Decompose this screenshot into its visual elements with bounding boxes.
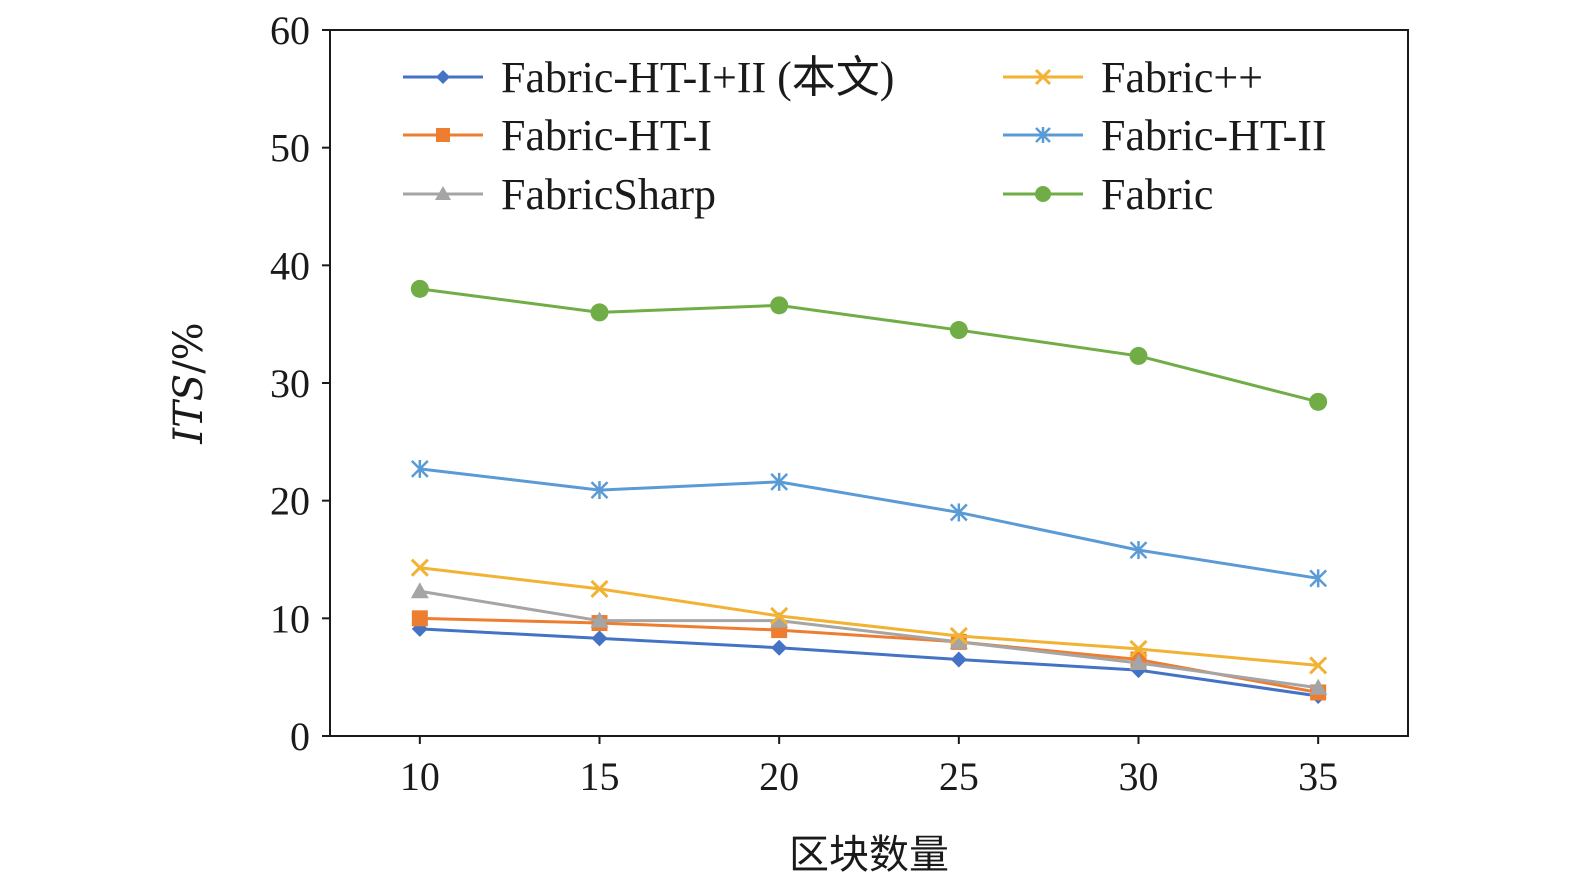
series-0 bbox=[411, 620, 1327, 704]
data-point bbox=[1129, 639, 1148, 658]
legend-label: FabricSharp bbox=[501, 170, 716, 219]
data-point bbox=[410, 582, 429, 599]
data-point bbox=[770, 606, 789, 626]
legend: Fabric-HT-I+II (本文) Fabric-HT-I FabricShar… bbox=[403, 53, 1327, 219]
data-point bbox=[411, 610, 428, 627]
y-axis-title-suffix: /% bbox=[166, 322, 212, 373]
series-line bbox=[419, 616, 1319, 694]
legend-item: Fabric++ bbox=[1003, 53, 1263, 102]
data-point bbox=[410, 459, 429, 478]
legend-label: Fabric++ bbox=[1101, 53, 1263, 102]
y-tick-label: 30 bbox=[270, 361, 310, 406]
data-point bbox=[770, 472, 789, 491]
data-point bbox=[1309, 392, 1328, 411]
series-2 bbox=[410, 582, 1328, 695]
series-line bbox=[419, 627, 1319, 698]
y-axis: 0 10 20 30 40 50 60 bbox=[270, 8, 330, 759]
data-point bbox=[590, 579, 609, 598]
data-point bbox=[949, 626, 968, 646]
data-point bbox=[770, 296, 789, 315]
data-point bbox=[950, 651, 967, 668]
data-point bbox=[590, 611, 609, 628]
data-point bbox=[1309, 678, 1328, 695]
x-axis: 10 15 20 25 30 35 bbox=[400, 736, 1338, 799]
legend-label: Fabric bbox=[1101, 170, 1213, 219]
y-tick-label: 20 bbox=[270, 479, 310, 524]
data-point bbox=[435, 186, 451, 200]
y-tick-label: 60 bbox=[270, 8, 310, 53]
y-tick-label: 10 bbox=[270, 596, 310, 641]
data-point bbox=[436, 128, 450, 142]
legend-label: Fabric-HT-II bbox=[1101, 111, 1327, 160]
x-tick-label: 10 bbox=[400, 754, 440, 799]
data-point bbox=[1034, 68, 1052, 86]
data-point bbox=[1309, 656, 1328, 675]
data-point bbox=[1035, 186, 1051, 202]
data-point bbox=[1129, 654, 1148, 671]
data-point bbox=[591, 630, 608, 647]
data-point bbox=[771, 639, 788, 656]
x-tick-label: 35 bbox=[1298, 754, 1338, 799]
y-tick-label: 0 bbox=[290, 714, 310, 759]
data-point bbox=[436, 70, 450, 84]
y-tick-label: 40 bbox=[270, 243, 310, 288]
legend-label: Fabric-HT-I bbox=[501, 111, 712, 160]
legend-item: Fabric-HT-I bbox=[403, 111, 712, 160]
series-layer bbox=[410, 279, 1328, 704]
x-tick-label: 30 bbox=[1119, 754, 1159, 799]
legend-item: Fabric bbox=[1003, 170, 1213, 219]
x-tick-label: 15 bbox=[580, 754, 620, 799]
series-5 bbox=[410, 279, 1328, 411]
data-point bbox=[1129, 541, 1148, 560]
legend-item: Fabric-HT-II bbox=[1003, 111, 1327, 160]
legend-item: Fabric-HT-I+II (本文) bbox=[403, 53, 894, 102]
legend-item: FabricSharp bbox=[403, 170, 716, 219]
y-axis-title-main: ITS bbox=[166, 374, 212, 445]
series-line bbox=[419, 287, 1319, 404]
data-point bbox=[1309, 569, 1328, 588]
y-tick-label: 50 bbox=[270, 126, 310, 171]
legend-label: Fabric-HT-I+II (本文) bbox=[501, 53, 894, 102]
data-point bbox=[770, 611, 789, 628]
data-point bbox=[1035, 127, 1051, 143]
x-axis-title: 区块数量 bbox=[789, 832, 949, 878]
data-point bbox=[949, 321, 968, 340]
data-point bbox=[1129, 346, 1148, 365]
x-tick-label: 25 bbox=[939, 754, 979, 799]
data-point bbox=[949, 632, 968, 649]
y-axis-title: ITS/% bbox=[166, 322, 212, 444]
data-point bbox=[410, 279, 429, 298]
series-1 bbox=[411, 610, 1327, 701]
series-line bbox=[419, 467, 1319, 580]
data-point bbox=[410, 558, 429, 577]
data-point bbox=[590, 303, 609, 322]
series-line bbox=[419, 566, 1319, 667]
series-3 bbox=[410, 558, 1328, 675]
series-4 bbox=[410, 459, 1328, 588]
series-line bbox=[419, 589, 1319, 690]
data-point bbox=[590, 481, 609, 500]
data-point bbox=[949, 503, 968, 522]
x-tick-label: 20 bbox=[759, 754, 799, 799]
